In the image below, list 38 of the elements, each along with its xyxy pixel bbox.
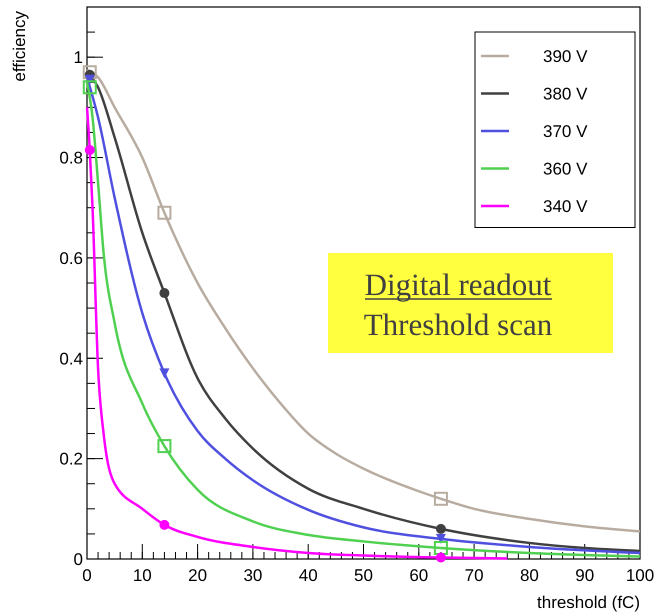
y-tick-label: 0.8: [59, 148, 83, 168]
x-tick-label: 60: [409, 566, 428, 585]
point: [82, 65, 97, 80]
y-axis-title: efficiency: [10, 10, 29, 82]
y-tick-label: 1: [74, 48, 83, 68]
point: [434, 492, 448, 506]
legend-label: 360 V: [543, 160, 588, 178]
legend-label: 340 V: [543, 197, 588, 216]
x-tick-label: 90: [575, 566, 594, 585]
y-tick-label: 0.6: [59, 248, 83, 268]
point: [159, 368, 170, 378]
point: [159, 288, 170, 298]
point: [436, 552, 446, 562]
point: [82, 80, 97, 94]
point: [84, 145, 95, 156]
point: [157, 206, 172, 220]
y-tick-label: 0.4: [59, 349, 83, 368]
x-tick-label: 80: [520, 566, 539, 585]
x-tick-label: 20: [188, 566, 208, 585]
legend-label: 390 V: [543, 47, 588, 66]
x-tick-label: 10: [132, 566, 152, 585]
y-tick-label: 0: [74, 550, 83, 569]
legend-label: 370 V: [543, 122, 588, 141]
legend-label: 380 V: [543, 84, 588, 104]
x-tick-label: 50: [354, 566, 373, 585]
point: [434, 540, 448, 555]
point: [436, 534, 446, 544]
annotation: Threshold scan: [364, 307, 553, 342]
x-tick-label: 100: [626, 566, 654, 585]
x-tick-label: 40: [298, 566, 318, 585]
point: [436, 524, 446, 534]
x-tick-label: 70: [464, 566, 484, 585]
x-axis-title: threshold (fC): [537, 593, 640, 612]
annotation: Digital readout: [364, 267, 552, 302]
point: [157, 439, 172, 454]
y-tick-label: 0.2: [59, 450, 83, 469]
point: [159, 520, 170, 530]
x-tick-label: 30: [243, 566, 262, 585]
